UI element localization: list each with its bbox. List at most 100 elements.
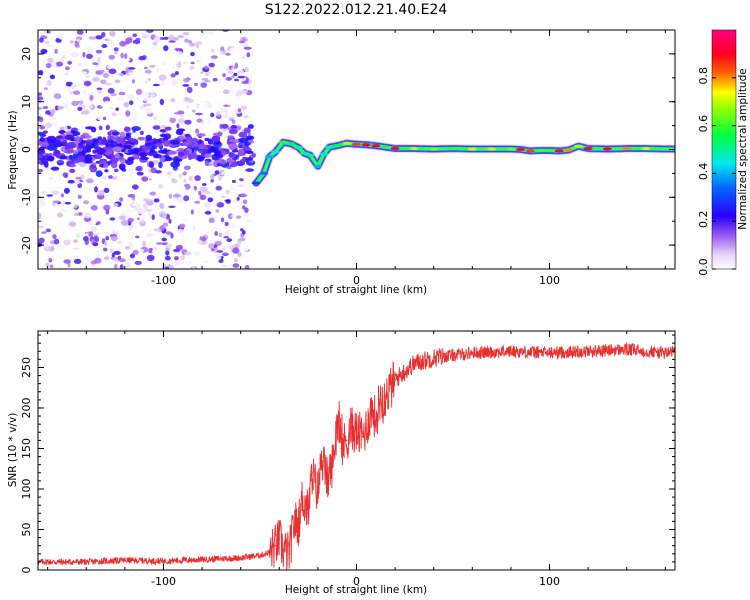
spectrogram-noise-blob: [194, 82, 198, 87]
spectrogram-noise-blob: [73, 258, 82, 264]
spectrogram-noise-blob: [128, 148, 134, 155]
spectrogram-noise-blob: [62, 172, 69, 178]
spectrogram-noise-blob: [44, 41, 50, 44]
spectrogram-noise-blob: [229, 163, 238, 168]
spectrogram-noise-blob: [74, 212, 79, 216]
spectrogram-noise-blob: [146, 232, 154, 238]
spectrogram-noise-blob: [225, 199, 231, 204]
spectrogram-noise-blob: [127, 217, 135, 223]
spectrogram-noise-blob: [39, 201, 47, 206]
spectrogram-noise-blob: [196, 118, 203, 123]
spectrogram-noise-blob: [161, 213, 167, 218]
spectrogram-noise-blob: [204, 153, 213, 158]
spectrogram-noise-blob: [58, 130, 66, 134]
spectrogram-noise-blob: [155, 242, 164, 245]
spectrogram-noise-blob: [194, 200, 201, 204]
spectrogram-noise-blob: [71, 83, 76, 89]
spectrogram-noise-blob: [97, 189, 105, 196]
spectrogram-noise-blob: [224, 230, 230, 236]
spectrogram-noise-blob: [233, 258, 238, 263]
spectrogram-noise-blob: [223, 236, 230, 239]
spectrogram-noise-blob: [85, 155, 91, 162]
spectrogram-noise-blob: [135, 165, 143, 172]
spectrogram-noise-blob: [240, 89, 249, 94]
spectrogram-noise-blob: [210, 48, 215, 53]
spectrogram-noise-blob: [49, 108, 56, 114]
spectrogram-noise-blob: [196, 125, 204, 129]
spectrogram-noise-blob: [174, 260, 181, 265]
spectrogram-ridge-point: [641, 146, 651, 151]
spectrogram-noise-blob: [144, 80, 149, 84]
snr-data-point: [349, 427, 352, 430]
spectrogram-noise-blob: [120, 219, 129, 226]
spectrogram-noise-blob: [140, 218, 145, 224]
spectrogram-noise-blob: [165, 174, 173, 180]
spectrogram-noise-blob: [136, 60, 143, 65]
snr-data-point: [301, 496, 304, 498]
spectrogram-noise-blob: [204, 137, 210, 142]
spectrogram-noise-blob: [194, 251, 201, 257]
spectrogram-noise-blob: [209, 134, 213, 139]
spectrogram-noise-blob: [161, 237, 167, 242]
y-tick-label: 200: [20, 397, 33, 418]
spectrogram-noise-blob: [181, 61, 188, 65]
spectrogram-noise-blob: [139, 32, 148, 36]
spectrogram-noise-blob: [50, 166, 60, 171]
spectrogram-noise-blob: [54, 153, 61, 158]
spectrogram-noise-blob: [243, 127, 251, 134]
snr-data-point: [278, 538, 281, 540]
spectrogram-noise-blob: [102, 72, 109, 79]
spectrogram-noise-blob: [175, 62, 182, 68]
spectrogram-noise-blob: [92, 242, 99, 247]
spectrogram-noise-blob: [165, 250, 170, 256]
spectrogram-noise-blob: [132, 33, 137, 38]
spectrogram-ridge-point: [602, 147, 612, 151]
spectrogram-noise-blob: [181, 141, 192, 147]
spectrogram-noise-blob: [75, 177, 82, 180]
spectrogram-noise-blob: [164, 133, 172, 140]
spectrogram-noise-blob: [176, 228, 184, 234]
spectrogram-noise-blob: [198, 148, 208, 154]
spectrogram-noise-blob: [225, 189, 231, 195]
spectrogram-noise-blob: [77, 182, 83, 189]
spectrogram-noise-blob: [162, 61, 166, 66]
spectrogram-noise-blob: [60, 155, 68, 160]
snr-series-line: [38, 342, 675, 570]
spectrogram-noise-blob: [209, 182, 215, 186]
spectrogram-noise-blob: [78, 225, 84, 230]
spectrogram-noise-blob: [172, 107, 180, 111]
spectrogram-noise-blob: [200, 82, 208, 88]
spectrogram-noise-blob: [77, 106, 83, 111]
spectrogram-noise-blob: [190, 51, 195, 57]
spectrogram-noise-blob: [107, 135, 114, 141]
spectrogram-ridge-point: [325, 145, 334, 149]
spectrogram-noise-blob: [147, 211, 152, 218]
spectrogram-noise-blob: [118, 243, 124, 248]
spectrogram-noise-blob: [183, 178, 187, 183]
spectrogram-noise-blob: [101, 229, 109, 234]
colorbar-ticks: 0.0 0.2 0.4 0.6 0.8: [697, 67, 736, 276]
x-tick-label: 100: [539, 274, 560, 287]
spectrogram-noise-blob: [223, 188, 226, 195]
spectrogram-noise-blob: [173, 37, 179, 41]
spectrogram-noise-blob: [97, 115, 102, 121]
spectrogram-noise-blob: [168, 193, 173, 199]
spectrogram-noise-blob: [44, 30, 48, 36]
spectrogram-noise-blob: [38, 212, 42, 219]
spectrogram-noise-blob: [231, 119, 236, 124]
spectrogram-noise-blob: [48, 258, 53, 263]
spectrogram-ridge-point: [299, 151, 309, 155]
spectrogram-noise-blob: [148, 161, 155, 168]
spectrogram-noise-blob: [183, 165, 191, 170]
spectrogram-noise-blob: [38, 116, 44, 123]
spectrogram-noise-blob: [152, 125, 161, 130]
spectrogram-noise-blob: [174, 71, 179, 76]
spectrogram-noise-blob: [226, 158, 234, 163]
spectrogram-noise-blob: [194, 128, 200, 134]
snr-data-point: [282, 548, 284, 551]
spectrogram-noise-blob: [73, 90, 81, 95]
spectrogram-noise-blob: [228, 152, 234, 158]
spectrogram-noise-blob: [212, 132, 221, 137]
spectrogram-noise-blob: [182, 171, 187, 176]
